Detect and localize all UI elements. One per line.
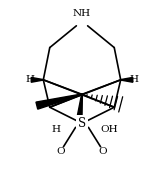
Text: NH: NH bbox=[73, 9, 91, 18]
Polygon shape bbox=[31, 77, 43, 82]
Text: O: O bbox=[99, 147, 107, 156]
Text: H: H bbox=[25, 75, 34, 84]
Text: H: H bbox=[52, 125, 61, 134]
Text: H: H bbox=[130, 75, 139, 84]
Text: OH: OH bbox=[101, 125, 118, 134]
Text: S: S bbox=[78, 117, 86, 130]
Text: O: O bbox=[57, 147, 65, 156]
Polygon shape bbox=[121, 77, 133, 82]
Polygon shape bbox=[77, 94, 82, 117]
Polygon shape bbox=[36, 94, 82, 109]
